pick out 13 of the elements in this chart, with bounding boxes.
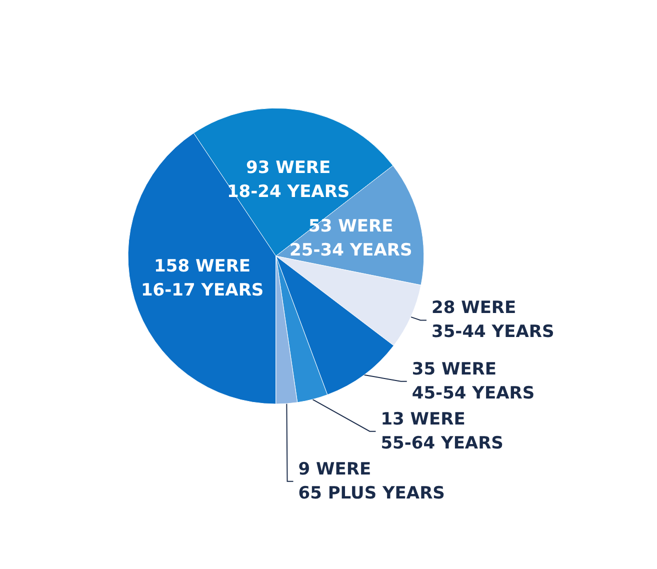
data-label: 35 WERE [412, 359, 497, 380]
slice-label: 65 PLUS YEARS [298, 483, 445, 504]
data-label: 158 WERE [154, 256, 251, 276]
slice-label: 16-17 YEARS [140, 280, 264, 300]
slice-label: 55-64 YEARS [380, 433, 504, 454]
data-label: 28 WERE [431, 298, 516, 318]
slice-label: 45-54 YEARS [412, 383, 535, 404]
data-label: 93 WERE [246, 158, 331, 178]
data-label: 9 WERE [298, 459, 372, 480]
data-label: 53 WERE [308, 216, 394, 236]
data-label: 13 WERE [380, 409, 466, 430]
slice-label: 35-44 YEARS [431, 322, 554, 342]
slice-label: 25-34 YEARS [290, 240, 412, 260]
